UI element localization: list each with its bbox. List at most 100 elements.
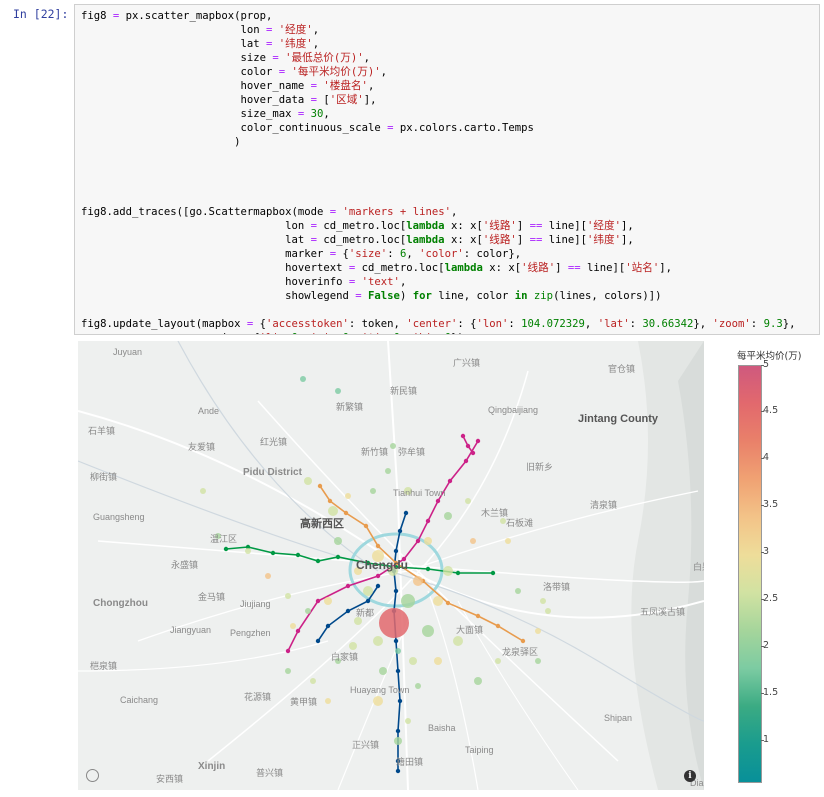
metro-station-marker[interactable] [365,598,371,604]
metro-station-marker[interactable] [435,498,441,504]
metro-station-marker[interactable] [490,570,496,576]
property-point[interactable] [379,667,387,675]
metro-station-marker[interactable] [325,623,331,629]
property-point[interactable] [285,668,291,674]
property-point[interactable] [540,598,546,604]
metro-station-marker[interactable] [395,768,401,774]
metro-station-marker[interactable] [445,600,451,606]
metro-station-marker[interactable] [395,758,401,764]
metro-station-marker[interactable] [375,583,381,589]
metro-station-marker[interactable] [335,554,341,560]
property-point[interactable] [453,636,463,646]
metro-station-marker[interactable] [425,566,431,572]
metro-station-marker[interactable] [395,728,401,734]
metro-station-marker[interactable] [460,433,466,439]
property-point[interactable] [324,597,332,605]
metro-station-marker[interactable] [475,438,481,444]
property-point[interactable] [300,376,306,382]
property-point[interactable] [305,608,311,614]
metro-station-marker[interactable] [470,450,476,456]
property-points[interactable] [200,376,551,745]
metro-station-marker[interactable] [520,638,526,644]
mapbox-map[interactable]: Juyuan 广兴镇 官仓镇 新民镇 石羊镇 Ande 新繁镇 Qingbaijiang Jin… [78,341,704,790]
metro-station-marker[interactable] [397,698,403,704]
metro-station-marker[interactable] [345,608,351,614]
property-point[interactable] [334,537,342,545]
metro-station-marker[interactable] [393,588,399,594]
property-point[interactable] [373,696,383,706]
metro-station-marker[interactable] [365,560,371,566]
property-point[interactable] [245,548,251,554]
metro-station-marker[interactable] [245,544,251,550]
metro-station-marker[interactable] [285,648,291,654]
property-point[interactable] [505,538,511,544]
property-point[interactable] [290,623,296,629]
property-point[interactable] [328,506,338,516]
property-point[interactable] [372,550,384,562]
metro-station-marker[interactable] [495,623,501,629]
property-point[interactable] [474,677,482,685]
metro-station-marker[interactable] [403,510,409,516]
property-point[interactable] [304,477,312,485]
property-point[interactable] [285,593,291,599]
mapbox-logo-icon[interactable] [86,769,99,782]
metro-station-marker[interactable] [375,543,381,549]
property-point[interactable] [409,657,417,665]
property-point[interactable] [443,566,453,576]
property-point[interactable] [500,518,506,524]
property-point[interactable] [345,493,351,499]
property-point[interactable] [422,625,434,637]
property-point[interactable] [388,566,398,576]
property-point[interactable] [200,488,206,494]
metro-station-marker[interactable] [345,583,351,589]
metro-station-marker[interactable] [475,613,481,619]
metro-station-marker[interactable] [343,510,349,516]
metro-station-marker[interactable] [375,573,381,579]
property-point[interactable] [495,658,501,664]
property-point[interactable] [434,657,442,665]
metro-station-marker[interactable] [425,518,431,524]
metro-station-marker[interactable] [401,556,407,562]
metro-station-marker[interactable] [317,483,323,489]
metro-station-marker[interactable] [315,558,321,564]
property-point[interactable] [405,718,411,724]
metro-station-marker[interactable] [363,523,369,529]
property-point[interactable] [390,443,396,449]
metro-station-marker[interactable] [465,443,471,449]
metro-station-marker[interactable] [393,560,399,566]
property-point[interactable] [335,388,341,394]
metro-station-marker[interactable] [315,598,321,604]
property-point[interactable] [401,594,415,608]
property-point[interactable] [325,698,331,704]
property-point[interactable] [310,678,316,684]
property-point[interactable] [404,487,412,495]
property-point[interactable] [349,642,357,650]
property-point[interactable] [444,512,452,520]
metro-station-marker[interactable] [295,552,301,558]
metro-station-marker[interactable] [393,638,399,644]
metro-station-marker[interactable] [455,570,461,576]
code-editor[interactable]: fig8 = px.scatter_mapbox(prop, lon = '经度… [75,5,819,334]
metro-station-marker[interactable] [223,546,229,552]
property-point[interactable] [385,468,391,474]
property-point[interactable] [415,683,421,689]
metro-station-marker[interactable] [295,628,301,634]
metro-station-marker[interactable] [463,458,469,464]
metro-station-marker[interactable] [395,668,401,674]
property-point[interactable] [354,617,362,625]
metro-station-marker[interactable] [315,638,321,644]
property-point[interactable] [433,596,443,606]
property-point[interactable] [373,636,383,646]
metro-station-marker[interactable] [393,548,399,554]
property-point[interactable] [545,608,551,614]
property-point[interactable] [413,576,423,586]
metro-station-marker[interactable] [327,498,333,504]
property-point[interactable] [379,608,409,638]
metro-station-marker[interactable] [447,478,453,484]
property-point[interactable] [535,628,541,634]
property-point[interactable] [363,586,373,596]
property-point[interactable] [424,537,432,545]
property-point[interactable] [395,648,401,654]
info-icon[interactable]: i [684,770,696,782]
